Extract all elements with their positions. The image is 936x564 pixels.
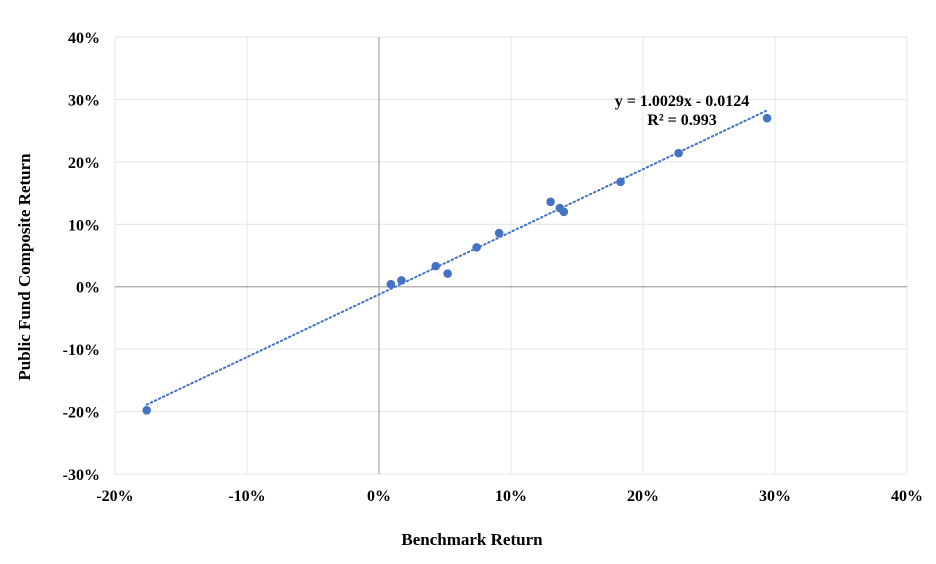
trendline bbox=[145, 109, 769, 406]
data-point bbox=[494, 228, 504, 238]
x-tick-label: -20% bbox=[96, 488, 133, 505]
data-point bbox=[472, 243, 481, 252]
y-tick-label: -20% bbox=[63, 405, 100, 422]
x-tick-label: -10% bbox=[228, 488, 265, 505]
trendline-equation: y = 1.0029x - 0.0124 bbox=[615, 93, 749, 110]
data-point bbox=[559, 207, 569, 217]
data-point bbox=[386, 279, 396, 289]
x-tick-label: 0% bbox=[367, 488, 391, 505]
x-tick-label: 20% bbox=[627, 488, 659, 505]
y-axis-title: Public Fund Composite Return bbox=[15, 153, 34, 381]
zero-axes bbox=[115, 37, 907, 474]
y-tick-label: -30% bbox=[63, 467, 100, 484]
x-tick-label: 40% bbox=[891, 488, 923, 505]
data-point bbox=[443, 269, 452, 278]
y-tick-label: 20% bbox=[68, 155, 100, 172]
trendline-layer bbox=[145, 109, 769, 406]
y-tick-label: 30% bbox=[68, 92, 100, 109]
data-point bbox=[674, 148, 683, 158]
x-tick-label: 10% bbox=[495, 488, 527, 505]
data-points bbox=[142, 113, 772, 415]
y-tick-label: 10% bbox=[68, 217, 100, 234]
data-point bbox=[142, 406, 151, 415]
gridlines bbox=[114, 36, 908, 475]
x-axis-title: Benchmark Return bbox=[401, 530, 543, 549]
data-point bbox=[431, 261, 441, 271]
data-point bbox=[546, 197, 555, 207]
tick-labels: -20% -10% 0% 10% 20% 30% 40% -30% -20% -10% 0% 10% 2… bbox=[63, 30, 923, 505]
y-tick-label: 40% bbox=[68, 30, 100, 47]
data-point bbox=[616, 177, 625, 187]
data-point bbox=[397, 276, 406, 285]
x-tick-label: 30% bbox=[759, 488, 791, 505]
data-point bbox=[762, 113, 772, 123]
y-tick-label: 0% bbox=[76, 280, 100, 297]
y-tick-label: -10% bbox=[63, 342, 100, 359]
r-squared-label: R² = 0.993 bbox=[647, 112, 716, 129]
